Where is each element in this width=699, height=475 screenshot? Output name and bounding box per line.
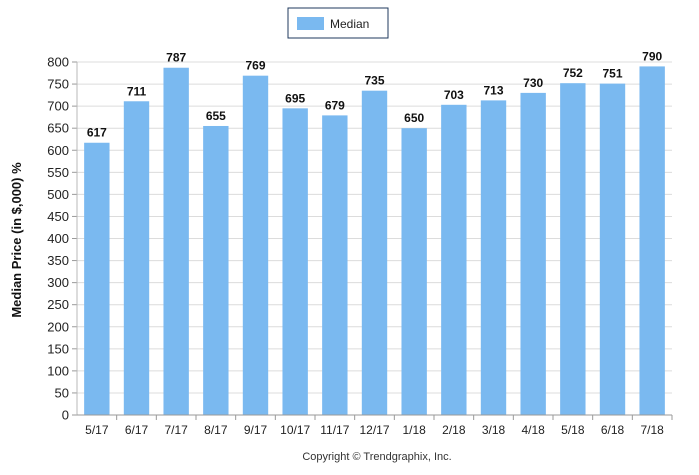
y-tick-label: 50: [55, 385, 69, 400]
y-tick-label: 300: [47, 275, 69, 290]
x-tick-label: 7/18: [640, 423, 664, 437]
bar: [322, 115, 348, 416]
x-tick-label: 6/17: [125, 423, 149, 437]
data-label: 751: [602, 67, 622, 81]
bar: [480, 100, 507, 416]
bar: [441, 104, 467, 416]
x-tick-label: 6/18: [601, 423, 625, 437]
data-label: 695: [285, 91, 305, 105]
y-tick-label: 200: [47, 319, 69, 334]
bar: [242, 75, 269, 416]
y-tick-label: 450: [47, 209, 69, 224]
data-labels: 617 711 787 655 769 695 679 735 650 703 713 730 752 7…: [87, 49, 663, 139]
bar: [401, 128, 427, 415]
data-label: 650: [404, 111, 424, 125]
x-tick-label: 1/18: [402, 423, 426, 437]
y-tick-labels: 0 50 100 150 200 250 300 350 400 450 500 550 600 650 7…: [47, 55, 69, 423]
x-tick-label: 9/17: [244, 423, 268, 437]
data-label: 711: [127, 84, 147, 98]
legend: Median: [287, 7, 389, 39]
data-label: 787: [166, 51, 186, 65]
y-tick-label: 700: [47, 99, 69, 114]
y-tick-label: 350: [47, 253, 69, 268]
y-tick-label: 0: [62, 408, 69, 423]
x-tick-label: 12/17: [359, 423, 389, 437]
bar: [282, 108, 308, 416]
y-tick-label: 150: [47, 341, 69, 356]
data-label: 769: [245, 59, 265, 73]
y-tick-label: 100: [47, 363, 69, 378]
bars: [84, 66, 665, 416]
bar: [639, 66, 665, 415]
data-label: 752: [563, 66, 583, 80]
bar: [560, 83, 586, 416]
data-label: 713: [483, 83, 503, 97]
data-label: 730: [523, 76, 543, 90]
bar: [123, 101, 150, 416]
copyright-footer: Copyright © Trendgraphix, Inc.: [302, 451, 451, 463]
y-tick-label: 600: [47, 143, 69, 158]
bar: [203, 125, 229, 415]
y-tick-label: 400: [47, 231, 69, 246]
x-tick-labels: 5/17 6/17 7/17 8/17 9/17 10/17 11/17 12/17 1/18 2…: [85, 415, 673, 437]
y-tick-label: 250: [47, 297, 69, 312]
y-tick-label: 800: [47, 55, 69, 70]
data-label: 679: [325, 98, 345, 112]
x-tick-label: 11/17: [320, 423, 349, 437]
x-tick-label: 4/18: [521, 423, 545, 437]
x-tick-label: 7/17: [164, 423, 188, 437]
y-tick-label: 750: [47, 77, 69, 92]
bar: [84, 142, 110, 415]
bar: [520, 92, 546, 415]
x-tick-label: 5/18: [561, 423, 585, 437]
x-tick-label: 3/18: [482, 423, 506, 437]
bar: [163, 67, 189, 415]
legend-swatch-median: [297, 17, 324, 30]
y-axis-title: Median Price (in $,000) %: [9, 162, 24, 318]
x-tick-label: 2/18: [442, 423, 466, 437]
y-tick-label: 650: [47, 121, 69, 136]
data-label: 655: [206, 109, 226, 123]
x-tick-label: 8/17: [204, 423, 228, 437]
bar: [599, 83, 626, 415]
data-label: 617: [87, 126, 107, 140]
axes: [76, 62, 672, 416]
legend-label-median: Median: [330, 17, 369, 31]
x-tick-label: 5/17: [85, 423, 109, 437]
y-tick-label: 550: [47, 165, 69, 180]
bar: [361, 90, 388, 416]
data-label: 735: [364, 74, 384, 88]
data-label: 703: [444, 88, 464, 102]
y-tick-label: 500: [47, 187, 69, 202]
data-label: 790: [642, 49, 662, 63]
x-tick-label: 10/17: [280, 423, 310, 437]
